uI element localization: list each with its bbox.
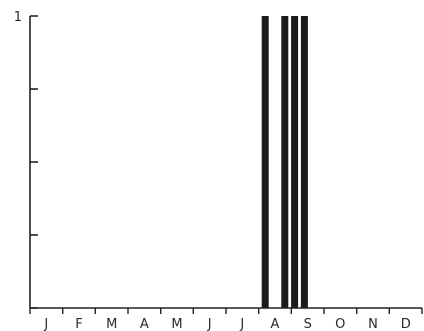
bar-0 [261,16,269,308]
y-tick-label-0: 1 [14,10,22,25]
x-tick-label-4: M [171,317,182,331]
axes-layer [29,15,423,314]
labels-layer: 1 J F M A M J J A S O N D [14,10,411,331]
x-tick-label-3: A [140,317,149,331]
bar-2 [291,16,299,308]
x-tick-label-7: A [271,317,280,331]
x-tick-label-0: J [43,317,48,331]
x-tick-label-9: O [335,317,345,331]
x-tick-label-1: F [75,317,82,331]
x-tick-label-5: J [207,317,212,331]
x-tick-label-2: M [106,317,117,331]
x-tick-label-8: S [304,317,312,331]
bar-3 [300,16,308,308]
x-tick-label-10: N [368,317,378,331]
bar-1 [281,16,289,308]
x-tick-label-11: D [401,317,411,331]
bars-layer [261,16,308,308]
x-tick-label-6: J [239,317,244,331]
